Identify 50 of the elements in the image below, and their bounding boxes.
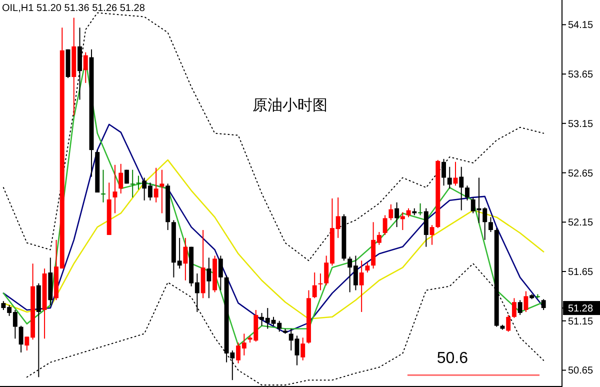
y-tick-label: 54.15	[568, 20, 594, 32]
candlestick	[418, 202, 423, 216]
line-series	[2, 159, 544, 320]
candlestick	[465, 185, 470, 201]
candlestick	[365, 262, 370, 273]
line-series	[2, 124, 544, 334]
candlestick	[442, 158, 446, 186]
y-tick-label: 53.15	[568, 118, 594, 130]
candlestick	[118, 163, 124, 194]
candlestick	[512, 298, 516, 318]
candlestick	[359, 260, 364, 312]
y-tick-label: 51.28	[568, 304, 594, 315]
candlestick	[453, 161, 458, 186]
y-tick-label: 50.65	[568, 366, 594, 377]
candlestick	[524, 290, 528, 312]
candlestick	[218, 255, 223, 291]
candlestick	[388, 204, 394, 221]
candlestick	[382, 214, 388, 236]
candlestick	[136, 175, 141, 190]
candlestick	[506, 314, 511, 332]
text: 原油小时图	[252, 97, 328, 114]
line-series	[2, 12, 544, 262]
candlestick	[130, 169, 135, 198]
candlestick	[183, 237, 188, 281]
candlestick	[18, 325, 24, 353]
annotation: OIL,H1 51.20 51.36 51.26 51.28	[2, 3, 146, 14]
y-tick-label: 52.65	[568, 168, 594, 180]
candlestick	[154, 167, 158, 203]
y-tick-label: 51.65	[568, 266, 594, 278]
candlestick	[447, 166, 452, 190]
candlestick	[318, 272, 323, 291]
candlestick	[459, 166, 464, 211]
candlestick	[430, 224, 434, 246]
candlestick	[300, 337, 306, 361]
candlestick	[394, 202, 400, 228]
candlestick	[112, 164, 118, 214]
candlestick	[518, 300, 522, 316]
y-tick-label: 51.15	[568, 316, 594, 328]
candlestick	[400, 212, 405, 231]
y-tick-label: 53.65	[568, 70, 594, 81]
y-tick-label: 52.15	[568, 218, 594, 229]
ref-line-label: 50.6	[436, 350, 468, 368]
candlestick	[424, 208, 428, 248]
candlestick	[488, 216, 493, 233]
candlestick	[160, 169, 164, 214]
candlestick	[83, 52, 88, 84]
candlestick	[541, 298, 546, 310]
candlestick	[206, 257, 212, 299]
candlestick	[101, 169, 106, 203]
candlestick	[312, 272, 317, 299]
